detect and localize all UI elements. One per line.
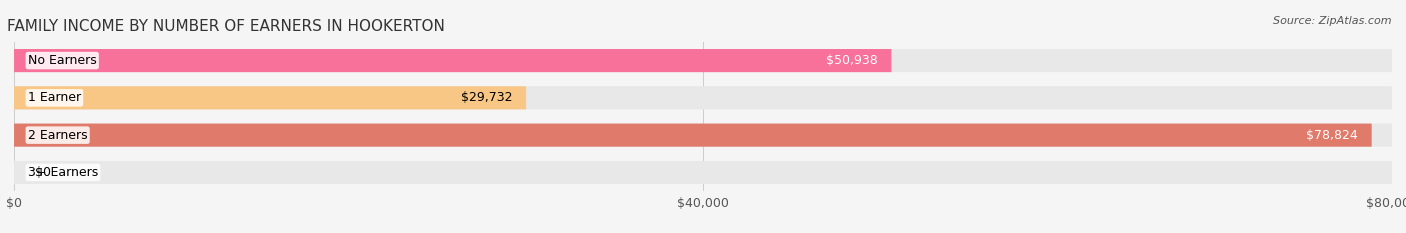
Text: 2 Earners: 2 Earners bbox=[28, 129, 87, 142]
Text: $50,938: $50,938 bbox=[825, 54, 877, 67]
Text: $78,824: $78,824 bbox=[1306, 129, 1358, 142]
Text: $29,732: $29,732 bbox=[461, 91, 512, 104]
Text: Source: ZipAtlas.com: Source: ZipAtlas.com bbox=[1274, 16, 1392, 26]
FancyBboxPatch shape bbox=[14, 123, 1392, 147]
FancyBboxPatch shape bbox=[14, 161, 1392, 184]
FancyBboxPatch shape bbox=[14, 86, 526, 110]
Text: 1 Earner: 1 Earner bbox=[28, 91, 82, 104]
FancyBboxPatch shape bbox=[14, 123, 1372, 147]
Text: 3+ Earners: 3+ Earners bbox=[28, 166, 98, 179]
FancyBboxPatch shape bbox=[14, 49, 1392, 72]
Text: $0: $0 bbox=[35, 166, 51, 179]
Text: No Earners: No Earners bbox=[28, 54, 97, 67]
FancyBboxPatch shape bbox=[14, 49, 891, 72]
FancyBboxPatch shape bbox=[14, 86, 1392, 110]
Text: FAMILY INCOME BY NUMBER OF EARNERS IN HOOKERTON: FAMILY INCOME BY NUMBER OF EARNERS IN HO… bbox=[7, 19, 446, 34]
